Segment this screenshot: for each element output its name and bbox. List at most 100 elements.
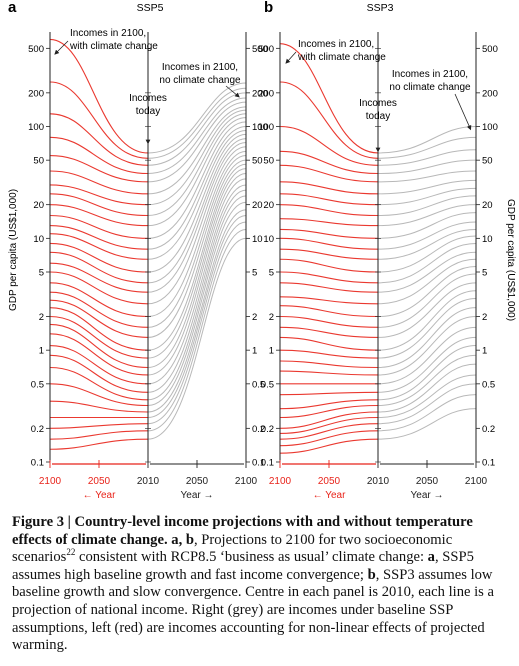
panel-a-letter: a [8, 0, 17, 16]
series-line-with-climate-change [49, 242, 149, 273]
annotation-today-line2: today [136, 106, 160, 117]
caption-text-2: consistent with RCP8.5 ‘business as usua… [75, 549, 428, 566]
y-tick-label-left: 1 [39, 346, 44, 357]
arrow-no-cc [225, 85, 240, 98]
series-line-no-climate-change [377, 212, 477, 239]
caption-text-1: , Projections to 2100 for two socioecono… [12, 531, 453, 566]
series-line-no-climate-change [377, 316, 477, 376]
series-line-no-climate-change [377, 228, 477, 260]
series-line-with-climate-change [279, 336, 379, 351]
y-tick-label-left: 5 [269, 268, 274, 279]
y-tick-label-left: 50 [33, 156, 44, 167]
series-line-with-climate-change [49, 344, 149, 385]
panel-a-title: SSP5 [137, 2, 164, 14]
series-line-no-climate-change [377, 282, 477, 338]
series-line-with-climate-change [49, 366, 149, 401]
y-tick-label-right: 2 [482, 312, 487, 323]
series-line-no-climate-change [377, 159, 477, 175]
series-line-no-climate-change [377, 149, 477, 166]
series-line-with-climate-change [49, 136, 149, 175]
y-tick-label-left: 2 [269, 312, 274, 323]
series-line-no-climate-change [147, 184, 247, 385]
series-line-no-climate-change [147, 133, 247, 273]
y-tick-label-left: 200 [28, 88, 44, 99]
series-line-with-climate-change [49, 113, 149, 166]
series-line-no-climate-change [377, 187, 477, 206]
series-line-with-climate-change [279, 416, 379, 435]
annotation-with-cc-line2-b: with climate change [297, 52, 386, 63]
y-tick-label-right: 5 [482, 268, 487, 279]
series-line-with-climate-change [49, 354, 149, 393]
annotation-no-cc-line2: no climate change [159, 75, 241, 86]
series-line-with-climate-change [279, 258, 379, 273]
series-line-no-climate-change [377, 383, 477, 425]
series-line-no-climate-change [147, 173, 247, 368]
series-line-with-climate-change [279, 181, 379, 195]
y-tick-label-right: 0.5 [482, 379, 495, 390]
caption-bold-b: b [367, 566, 376, 583]
series-line-no-climate-change [147, 109, 247, 206]
series-line-no-climate-change [377, 408, 477, 440]
annotation-no-cc-line2-b: no climate change [389, 82, 471, 93]
series-line-with-climate-change [49, 291, 149, 328]
series-line-no-climate-change [147, 150, 247, 318]
series-line-with-climate-change [279, 423, 379, 440]
y-tick-label-right: 10 [482, 234, 493, 245]
series-line-with-climate-change [279, 370, 379, 376]
series-line-no-climate-change [377, 307, 477, 368]
series-line-no-climate-change [147, 82, 247, 154]
x-axis-label-right: Year → [181, 490, 214, 501]
series-line-no-climate-change [147, 113, 247, 217]
y-tick-label-right: 1 [482, 346, 487, 357]
y-tick-label-right: 100 [252, 122, 268, 133]
series-line-with-climate-change [49, 251, 149, 284]
series-line-with-climate-change [279, 282, 379, 293]
series-line-with-climate-change [49, 193, 149, 217]
series-line-no-climate-change [147, 159, 247, 338]
caption-bold-a: a [427, 549, 435, 566]
panel-b-letter: b [264, 0, 273, 16]
series-line-no-climate-change [377, 126, 477, 154]
x-axis-label-left: ← Year [83, 490, 116, 501]
arrow-with-cc-b [285, 51, 297, 64]
y-tick-label-right: 5 [252, 268, 257, 279]
y-tick-label-left: 500 [28, 44, 44, 55]
series-line-with-climate-change [279, 430, 379, 447]
series-line-no-climate-change [147, 201, 247, 407]
series-line-no-climate-change [377, 336, 477, 393]
series-line-no-climate-change [147, 228, 247, 432]
series-line-no-climate-change [147, 121, 247, 239]
series-line-no-climate-change [147, 163, 247, 351]
x-tick-label: 2100 [269, 476, 292, 487]
series-line-with-climate-change [49, 315, 149, 359]
y-tick-label-left: 20 [263, 200, 274, 211]
annotation-no-cc-line1: Incomes in 2100, [162, 62, 238, 73]
series-line-no-climate-change [147, 117, 247, 227]
x-tick-label: 2100 [465, 476, 488, 487]
annotation-with-cc-line2: with climate change [69, 41, 158, 52]
series-line-no-climate-change [147, 92, 247, 166]
series-line-with-climate-change [279, 237, 379, 250]
series-line-no-climate-change [377, 363, 477, 413]
series-line-with-climate-change [279, 411, 379, 429]
series-line-with-climate-change [49, 430, 149, 440]
series-line-no-climate-change [147, 168, 247, 359]
y-tick-label-right: 2 [252, 312, 257, 323]
series-line-with-climate-change [49, 81, 149, 159]
series-line-with-climate-change [279, 271, 379, 284]
annotation-with-cc-line1-b: Incomes in 2100, [298, 39, 374, 50]
series-line-with-climate-change [49, 214, 149, 239]
series-line-no-climate-change [377, 235, 477, 273]
annotation-today-line1: Incomes [129, 93, 167, 104]
y-tick-label-left: 200 [258, 88, 274, 99]
x-tick-label: 2050 [186, 476, 209, 487]
series-line-with-climate-change [279, 81, 379, 159]
series-line-with-climate-change [279, 391, 379, 396]
series-line-with-climate-change [279, 228, 379, 239]
y-tick-label-left: 100 [28, 122, 44, 133]
y-tick-label-right: 100 [482, 122, 498, 133]
annotation-with-cc-line1: Incomes in 2100, [70, 28, 146, 39]
y-tick-label-left: 5 [39, 268, 44, 279]
y-tick-label-right: 0.2 [252, 424, 265, 435]
